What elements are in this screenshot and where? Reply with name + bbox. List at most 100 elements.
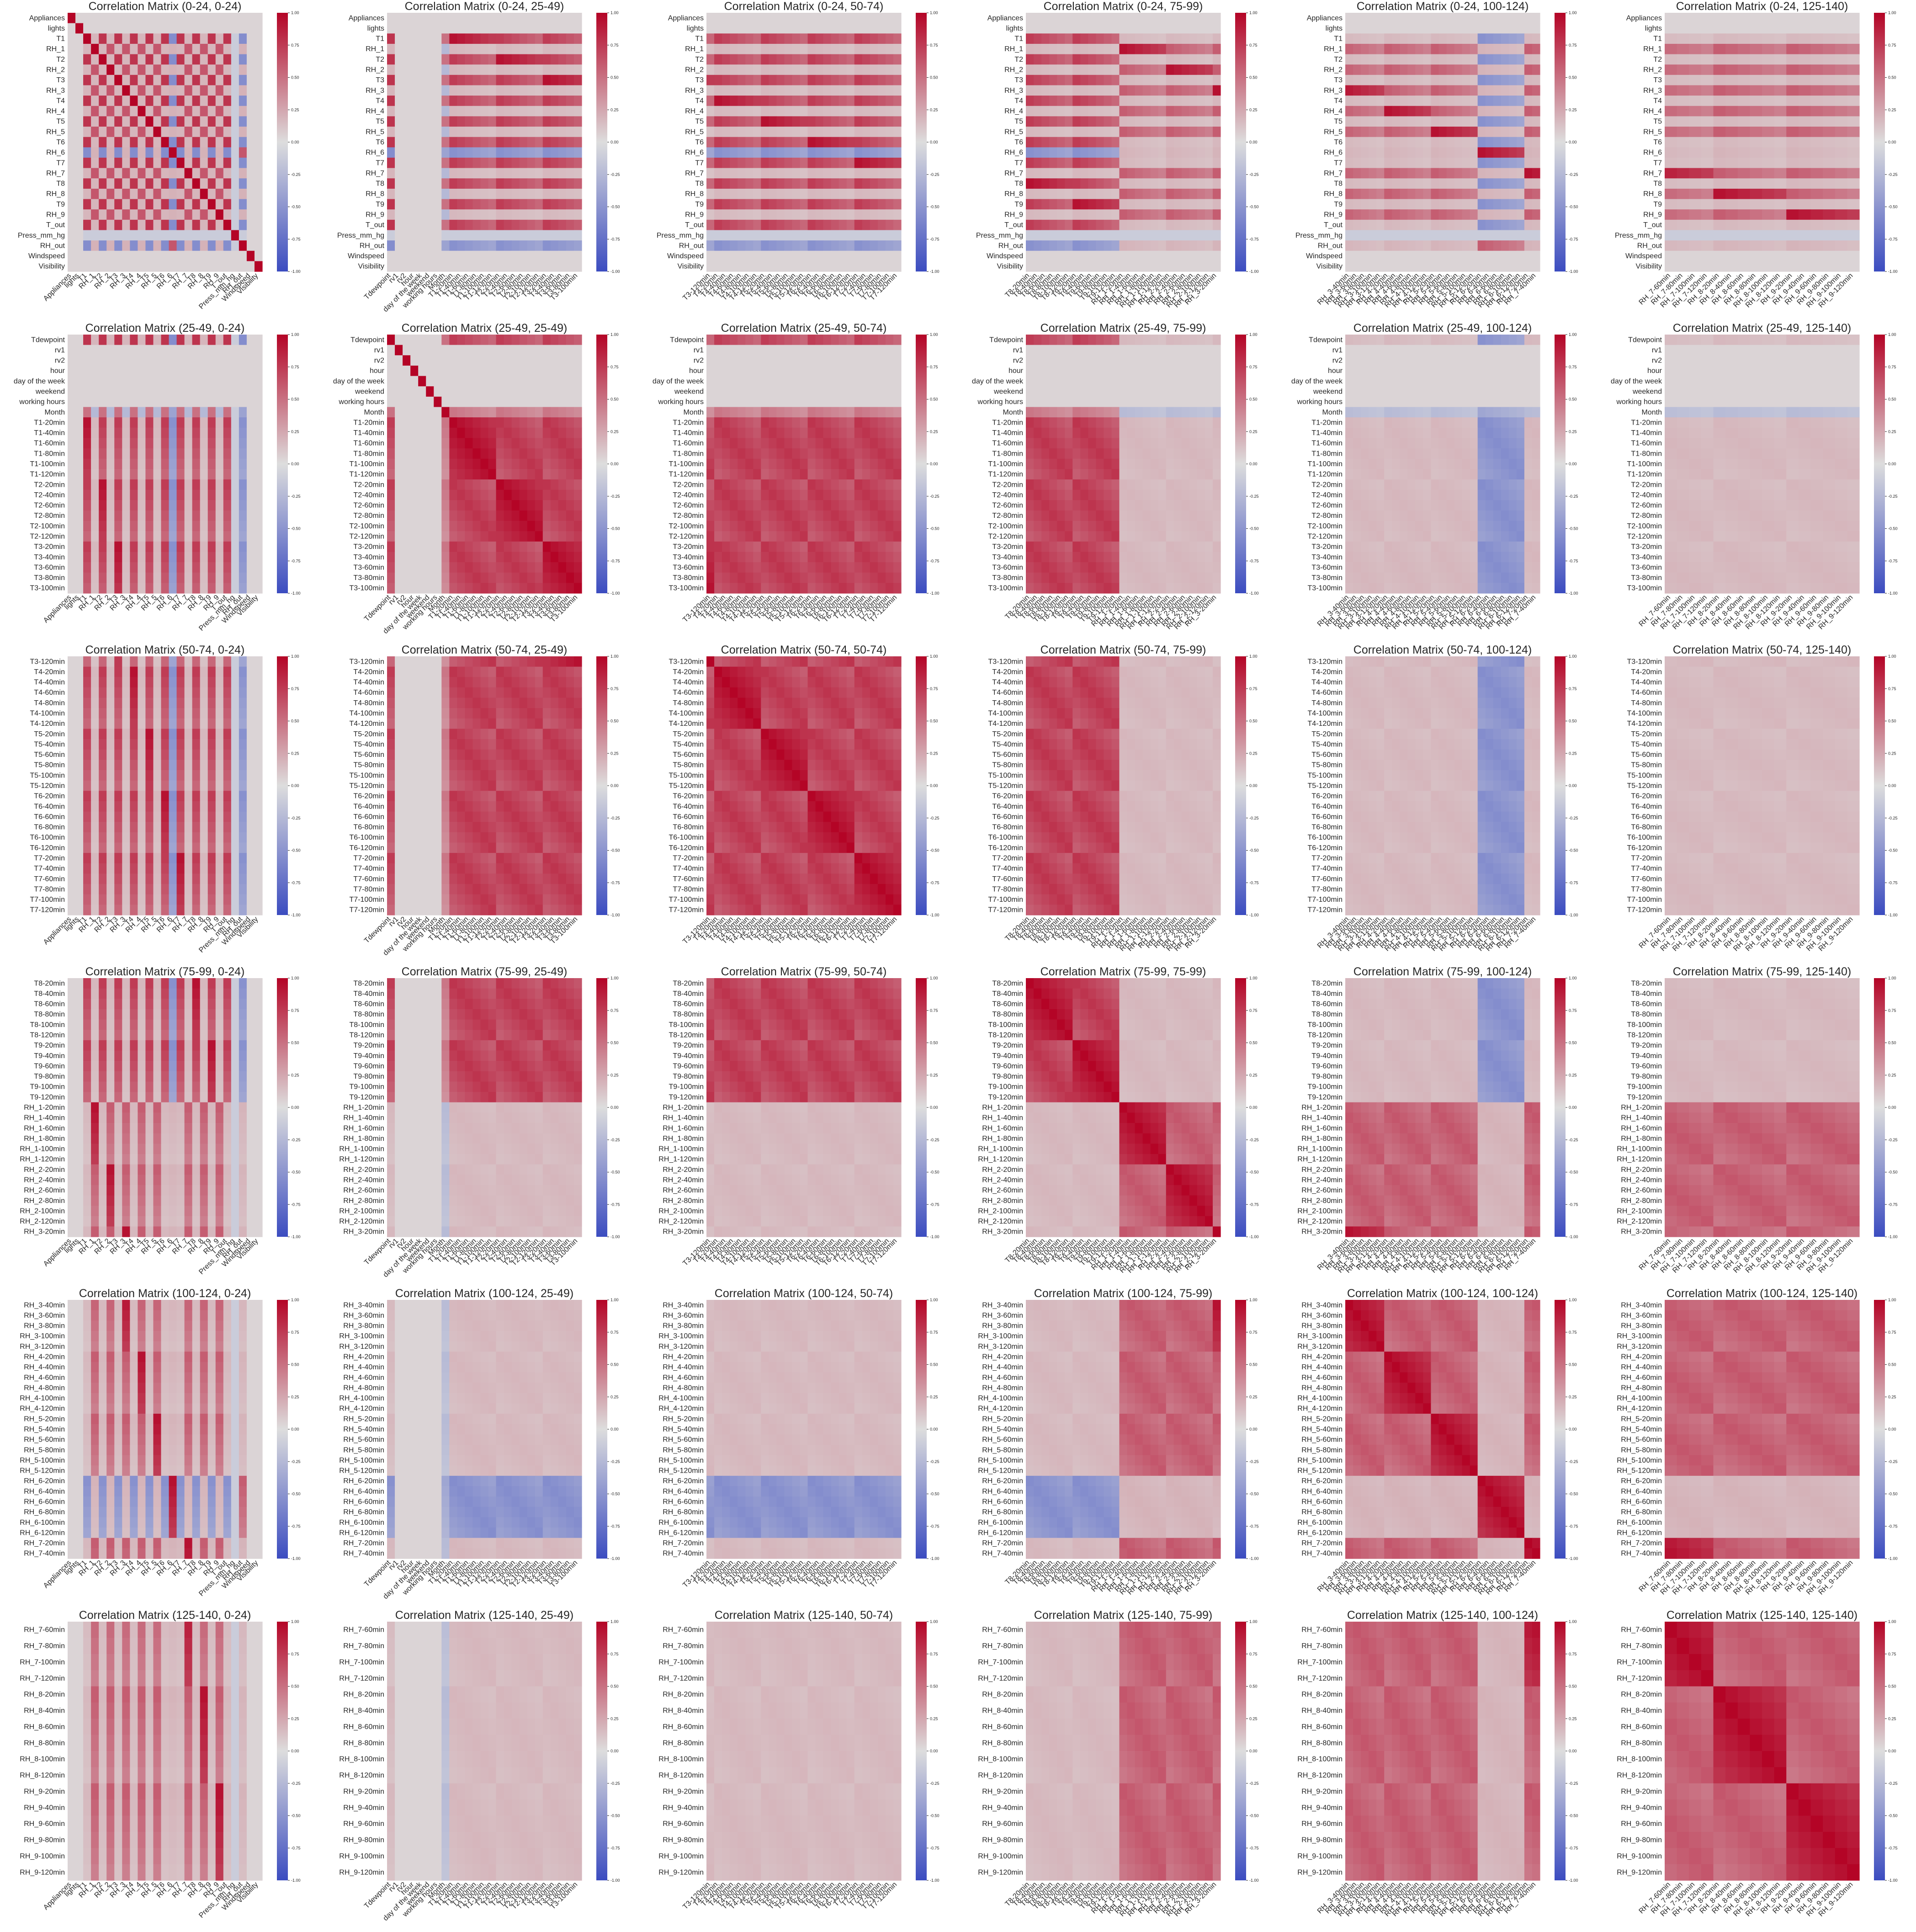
heatmap-cell bbox=[823, 96, 832, 106]
heatmap-cell bbox=[1181, 96, 1190, 106]
heatmap-cell bbox=[1065, 157, 1073, 169]
heatmap-cell bbox=[410, 250, 419, 261]
heatmap-cell bbox=[99, 572, 107, 583]
heatmap-cell bbox=[480, 54, 489, 65]
heatmap-cell bbox=[239, 448, 247, 459]
heatmap-cell bbox=[511, 230, 520, 241]
heatmap-cell bbox=[1677, 219, 1689, 231]
heatmap-cell bbox=[68, 230, 76, 241]
heatmap-cell bbox=[75, 438, 84, 449]
colorbar-tick-label: -1.00 bbox=[1249, 269, 1259, 274]
heatmap-cell bbox=[535, 127, 543, 138]
colorbar-tick-label: 0.75 bbox=[610, 43, 619, 48]
heatmap-cell bbox=[169, 75, 177, 86]
heatmap-cell bbox=[800, 54, 808, 65]
heatmap-cell bbox=[784, 199, 793, 210]
heatmap-cell bbox=[83, 335, 91, 346]
heatmap-cell bbox=[1798, 250, 1811, 261]
heatmap-cell bbox=[1798, 137, 1811, 148]
heatmap-cell bbox=[239, 157, 247, 169]
heatmap-cell bbox=[1689, 96, 1702, 106]
heatmap-cell bbox=[1072, 168, 1081, 179]
heatmap-cell bbox=[1501, 157, 1509, 169]
heatmap-cell bbox=[1034, 250, 1042, 261]
heatmap-cell bbox=[1142, 188, 1151, 200]
heatmap-cell bbox=[1205, 250, 1213, 261]
heatmap-cell bbox=[145, 583, 154, 594]
heatmap-cell bbox=[122, 116, 130, 127]
heatmap-cell bbox=[403, 427, 411, 438]
heatmap-cell bbox=[239, 250, 247, 261]
heatmap-cell bbox=[457, 261, 465, 272]
heatmap-cell bbox=[511, 448, 520, 459]
heatmap-cell bbox=[1665, 188, 1677, 200]
heatmap-cell bbox=[1810, 178, 1823, 189]
heatmap-cell bbox=[1034, 188, 1042, 200]
heatmap-cell bbox=[1119, 13, 1128, 24]
heatmap-cell bbox=[1034, 230, 1042, 241]
heatmap-cell bbox=[207, 240, 216, 251]
heatmap-cell bbox=[231, 106, 239, 117]
heatmap-cell bbox=[745, 147, 754, 158]
heatmap-cell bbox=[1392, 96, 1400, 106]
heatmap-cell bbox=[1104, 137, 1112, 148]
heatmap-cell bbox=[1774, 64, 1787, 75]
heatmap-cell bbox=[573, 448, 582, 459]
heatmap-cell bbox=[784, 13, 793, 24]
heatmap-cell bbox=[1353, 64, 1361, 75]
heatmap-cell bbox=[91, 562, 99, 573]
heatmap-cell bbox=[488, 85, 497, 96]
heatmap-cell bbox=[1384, 230, 1392, 241]
heatmap-cell bbox=[1665, 23, 1677, 34]
heatmap-cell bbox=[1197, 85, 1205, 96]
heatmap-cell bbox=[192, 438, 201, 449]
heatmap-cell bbox=[231, 427, 239, 438]
heatmap-cell bbox=[138, 355, 146, 366]
heatmap-cell bbox=[862, 75, 870, 86]
heatmap-cell bbox=[1369, 250, 1377, 261]
heatmap-cell bbox=[1423, 116, 1432, 127]
heatmap-cell bbox=[176, 127, 185, 138]
heatmap-cell bbox=[1034, 168, 1042, 179]
heatmap-cell bbox=[893, 137, 902, 148]
heatmap-cell bbox=[1384, 261, 1392, 272]
heatmap-cell bbox=[722, 54, 730, 65]
heatmap-cell bbox=[1150, 33, 1159, 44]
heatmap-cell bbox=[807, 43, 816, 55]
heatmap-cell bbox=[1181, 168, 1190, 179]
heatmap-cell bbox=[800, 230, 808, 241]
heatmap-cell bbox=[480, 43, 489, 55]
heatmap-cell bbox=[480, 396, 489, 408]
y-tick-label: lights bbox=[687, 25, 704, 32]
heatmap-cell bbox=[114, 43, 122, 55]
y-tick-label: T6 bbox=[1334, 138, 1343, 146]
heatmap-cell bbox=[1493, 240, 1502, 251]
heatmap-cell bbox=[200, 85, 208, 96]
y-tick-label: RH_out bbox=[1318, 242, 1343, 250]
heatmap-cell bbox=[800, 199, 808, 210]
heatmap-cell bbox=[176, 106, 185, 117]
heatmap-cell bbox=[1049, 116, 1057, 127]
heatmap-cell bbox=[1384, 240, 1392, 251]
y-tick-label: hour bbox=[50, 367, 65, 375]
heatmap-cell bbox=[519, 13, 528, 24]
heatmap-cell bbox=[91, 376, 99, 387]
heatmap-cell bbox=[449, 417, 457, 428]
heatmap-cell bbox=[550, 85, 559, 96]
heatmap-cell bbox=[441, 250, 450, 261]
heatmap-cell bbox=[207, 448, 216, 459]
heatmap-cell bbox=[738, 240, 746, 251]
heatmap-cell bbox=[169, 116, 177, 127]
heatmap-cell bbox=[207, 427, 216, 438]
heatmap-cell bbox=[1524, 157, 1533, 169]
heatmap-cell bbox=[550, 178, 559, 189]
heatmap-svg: Correlation Matrix (25-49, 0-24)Tdewpoin… bbox=[14, 322, 301, 633]
heatmap-cell bbox=[403, 345, 411, 356]
heatmap-cell bbox=[472, 188, 481, 200]
colorbar-tick-label: 0.25 bbox=[610, 107, 619, 112]
heatmap-cell bbox=[418, 396, 426, 408]
heatmap-cell bbox=[870, 64, 878, 75]
heatmap-cell bbox=[418, 116, 426, 127]
heatmap-cell bbox=[1049, 75, 1057, 86]
heatmap-cell bbox=[1485, 250, 1494, 261]
